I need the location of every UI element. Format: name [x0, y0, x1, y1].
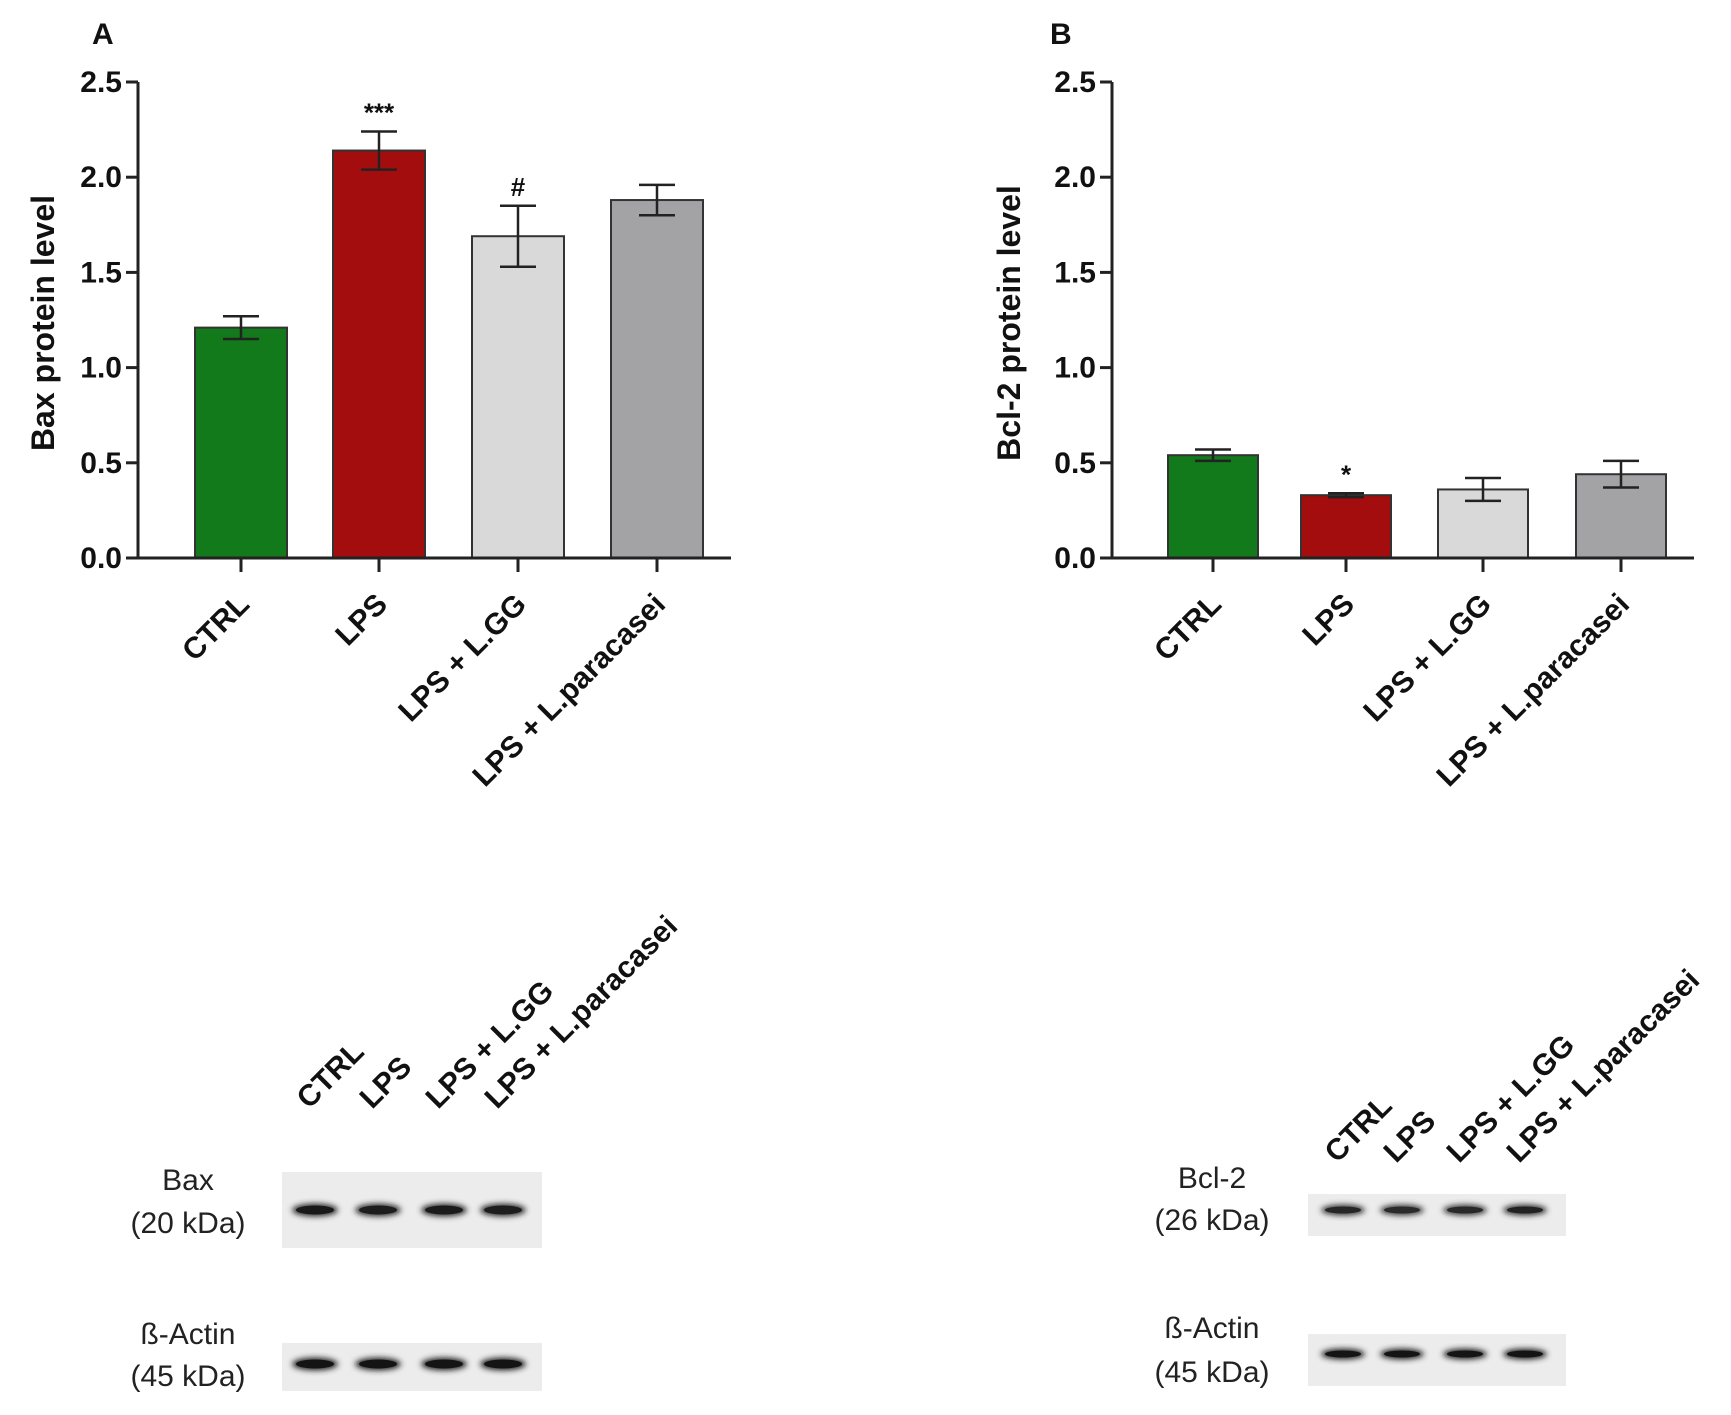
blot-band-core — [1507, 1206, 1543, 1214]
blot-band-core — [425, 1359, 463, 1369]
bars-bax: *** # — [194, 98, 704, 559]
blot-band-core — [1447, 1206, 1483, 1214]
bar-bax-2 — [471, 235, 565, 559]
y-ticks-bax: 0.0 0.5 1.0 1.5 2.0 2.5 — [80, 66, 138, 575]
bar-bcl2-1 — [1300, 494, 1392, 559]
significance-mark: *** — [364, 98, 395, 128]
y-tick-label: 0.0 — [80, 542, 122, 575]
blot-band-core — [296, 1359, 334, 1369]
y-tick-label: 2.0 — [80, 161, 122, 194]
category-label: CTRL — [176, 588, 256, 668]
category-label: LPS + L.GG — [392, 588, 533, 729]
blot-band-core — [359, 1359, 397, 1369]
blot-band-core — [1447, 1350, 1483, 1358]
significance-mark: * — [1341, 459, 1352, 489]
blot-band-core — [296, 1205, 334, 1215]
blot-protein-name: ß-Actin — [140, 1318, 235, 1351]
blot-band-core — [359, 1205, 397, 1215]
y-axis-label-bcl2: Bcl-2 protein level — [991, 185, 1027, 461]
bars-bcl2: * — [1167, 448, 1667, 559]
y-tick-label: 2.5 — [1054, 66, 1096, 99]
y-tick-label: 2.0 — [1054, 161, 1096, 194]
chart-bax: A Bax protein level 0.0 0.5 1.0 1.5 2.0 2.5 *… — [25, 18, 731, 793]
blot-protein-size: (45 kDa) — [130, 1360, 245, 1393]
bar-bax-3 — [610, 199, 704, 559]
panel-letter-a: A — [92, 18, 114, 51]
blot-band-core — [484, 1205, 522, 1215]
category-label: LPS — [329, 588, 394, 653]
category-label: CTRL — [1148, 588, 1228, 668]
y-tick-label: 0.0 — [1054, 542, 1096, 575]
bar-bax-1 — [332, 149, 426, 559]
significance-mark: # — [511, 172, 526, 202]
blot-membrane — [1308, 1334, 1566, 1386]
blot-protein-size: (20 kDa) — [130, 1207, 245, 1240]
blot-band-core — [1325, 1350, 1361, 1358]
y-tick-label: 0.5 — [80, 447, 122, 480]
y-tick-label: 0.5 — [1054, 447, 1096, 480]
blot-band-core — [1325, 1206, 1361, 1214]
y-tick-label: 2.5 — [80, 66, 122, 99]
blot-protein-size: (26 kDa) — [1154, 1204, 1269, 1237]
blot-lane-label: CTRL — [291, 1035, 371, 1115]
blot-band-core — [1507, 1350, 1543, 1358]
blot-protein-name: Bcl-2 — [1178, 1162, 1246, 1195]
y-axis-label-bax: Bax protein level — [25, 195, 61, 451]
y-tick-label: 1.0 — [1054, 352, 1096, 385]
blot-protein-name: ß-Actin — [1164, 1312, 1259, 1345]
bar-bcl2-0 — [1167, 454, 1259, 559]
blot-lane-label: CTRL — [1319, 1089, 1399, 1169]
category-label: LPS + L.GG — [1357, 588, 1498, 729]
blot-band-core — [1384, 1350, 1420, 1358]
y-tick-label: 1.5 — [1054, 256, 1096, 289]
y-tick-label: 1.5 — [80, 256, 122, 289]
blot-band-core — [1384, 1206, 1420, 1214]
blot-band-core — [425, 1205, 463, 1215]
category-label: LPS — [1296, 588, 1361, 653]
y-ticks-bcl2: 0.0 0.5 1.0 1.5 2.0 2.5 — [1054, 66, 1112, 575]
bar-bax-0 — [194, 326, 288, 559]
y-tick-label: 1.0 — [80, 352, 122, 385]
blot-band-core — [484, 1359, 522, 1369]
blot-protein-size: (45 kDa) — [1154, 1356, 1269, 1389]
panel-letter-b: B — [1050, 18, 1072, 51]
blot-protein-name: Bax — [162, 1164, 214, 1197]
chart-bcl2: B Bcl-2 protein level 0.0 0.5 1.0 1.5 2.0 2.5… — [991, 18, 1694, 793]
